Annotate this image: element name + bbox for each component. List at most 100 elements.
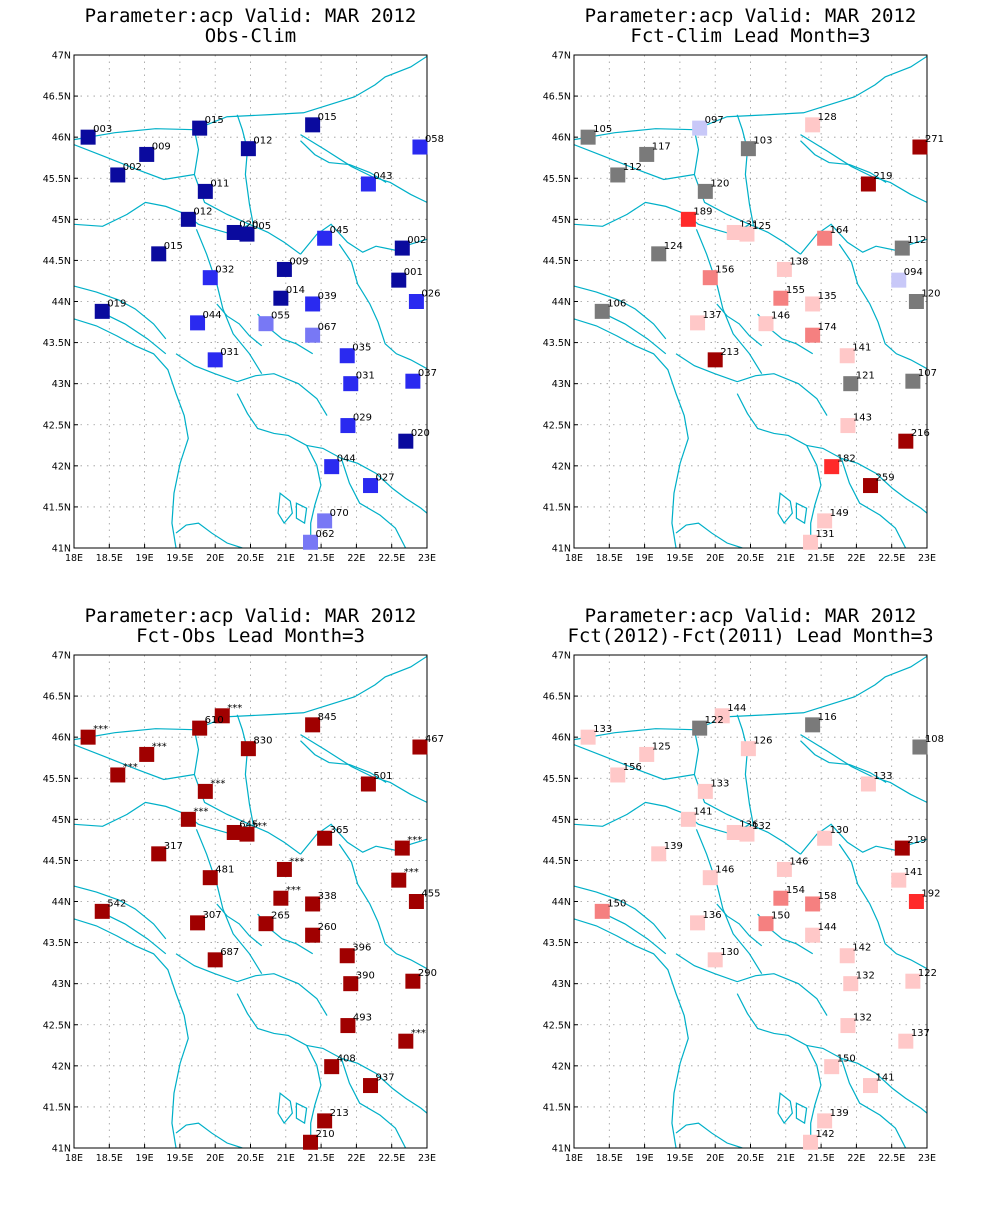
station-value-label: 027 [376,473,395,484]
station-marker [324,459,340,475]
station-value-label: 020 [411,428,430,439]
panel-subtitle: Obs-Clim [205,25,297,47]
station-marker [343,976,359,992]
station-value-label: 155 [786,285,805,296]
station-marker [610,767,626,783]
station-marker [773,890,789,906]
station-marker [692,120,708,136]
station-value-label: 011 [210,178,229,189]
station-marker [739,826,755,842]
station-value-label: 044 [203,310,222,321]
station-value-label: 120 [921,289,940,300]
station-value-label: 213 [330,1108,349,1119]
lon-tick-label: 19.5E [166,553,193,564]
station-value-label: 259 [876,473,895,484]
lat-tick-label: 46N [52,733,71,744]
station-marker [707,352,723,368]
station-marker [610,167,626,183]
station-marker [394,840,410,856]
station-marker [363,478,379,494]
axis-ticks: 18E 18.5E 19E 19.5E 20E 20.5E 21E 21.5E 22E 22.5E… [543,651,936,1165]
station-value-label: 408 [337,1054,356,1065]
lon-tick-label: 22.5E [878,553,905,564]
station-marker [594,303,610,319]
station-value-label: 137 [911,1028,930,1039]
station-marker [408,894,424,909]
station-value-label: 467 [425,734,444,745]
lat-tick-label: 45.5N [543,174,571,185]
station-marker [692,720,708,736]
lat-tick-label: 44N [52,897,71,908]
station-marker [240,741,256,757]
station-marker [305,327,321,343]
station-value-label: 131 [739,219,758,230]
station-value-label: 002 [407,235,426,246]
station-marker [317,513,333,529]
station-marker [110,167,126,183]
station-value-label: 009 [289,256,308,267]
lon-tick-label: 19.5E [666,1153,693,1164]
station-marker [839,948,855,964]
lon-tick-label: 19.5E [166,1153,193,1164]
station-marker [94,303,110,319]
lon-tick-label: 18E [565,553,583,564]
station-value-label: 307 [203,910,222,921]
lat-tick-label: 45N [552,215,571,226]
lat-tick-label: 47N [552,51,571,62]
station-marker [305,927,321,943]
station-value-label: 003 [93,124,112,135]
station-marker [258,916,274,932]
station-value-label: 150 [607,898,626,909]
panel-subtitle: Fct(2012)-Fct(2011) Lead Month=3 [567,625,933,647]
lon-tick-label: 20.5E [237,1153,264,1164]
station-value-label: 156 [715,265,734,276]
station-marker [398,433,414,449]
station-value-label: *** [93,724,108,735]
lat-tick-label: 45N [52,215,71,226]
station-value-label: 122 [705,715,724,726]
lon-tick-label: 18E [65,553,83,564]
map-panel-4: Parameter:acp Valid: MAR 2012Fct(2012)-F… [543,605,944,1164]
lon-tick-label: 18.5E [596,553,623,564]
station-value-label: 117 [652,141,671,152]
lon-tick-label: 19.5E [666,553,693,564]
lat-tick-label: 42N [552,1061,571,1072]
station-marker [139,146,155,162]
lat-tick-label: 42.5N [543,420,571,431]
station-value-label: 142 [852,943,871,954]
station-marker [702,870,718,886]
lat-tick-label: 45N [52,815,71,826]
station-marker [594,903,610,919]
station-value-label: 501 [373,771,392,782]
panel-subtitle: Fct-Obs Lead Month=3 [136,625,365,647]
lon-tick-label: 18.5E [96,1153,123,1164]
station-marker [363,1078,379,1094]
station-value-label: 390 [356,971,375,982]
lon-tick-label: 20.5E [237,553,264,564]
station-value-label: 146 [771,311,790,322]
station-value-label: 146 [789,856,808,867]
lon-tick-label: 19E [136,1153,154,1164]
lon-tick-label: 22.5E [378,1153,405,1164]
station-marker [817,830,833,846]
station-value-label: 141 [904,867,923,878]
station-marker [317,830,333,846]
station-marker [894,240,910,256]
station-marker [197,183,213,199]
station-marker [680,211,696,227]
station-value-label: 062 [316,529,335,540]
lon-tick-label: 21.5E [308,553,335,564]
lon-tick-label: 21.5E [308,1153,335,1164]
station-marker [803,1134,819,1150]
lat-tick-label: 47N [552,651,571,662]
station-marker [639,146,655,162]
lat-tick-label: 45.5N [543,774,571,785]
station-marker [697,783,713,799]
station-marker [740,141,756,157]
station-value-label: 138 [789,256,808,267]
station-marker [258,316,274,332]
station-value-label: 103 [753,136,772,147]
panel-title: Parameter:acp Valid: MAR 2012 [585,605,917,627]
station-marker [680,811,696,827]
